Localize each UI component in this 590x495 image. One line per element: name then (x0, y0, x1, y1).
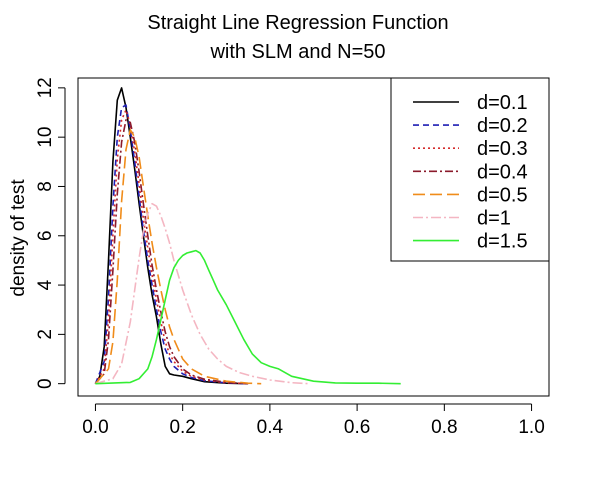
y-tick-label: 10 (35, 127, 56, 148)
series-line-4 (94, 119, 249, 385)
y-tick-label: 8 (35, 181, 56, 192)
x-tick-label: 0.6 (344, 417, 370, 438)
y-tick-label: 12 (35, 77, 56, 98)
legend-box (390, 77, 550, 262)
legend-label: d=0.5 (477, 184, 528, 206)
chart-title-line2: with SLM and N=50 (209, 41, 385, 63)
x-tick-label: 1.0 (518, 417, 544, 438)
series-line-3 (94, 109, 249, 385)
x-tick-label: 0.0 (82, 417, 108, 438)
y-axis-label: density of test (8, 179, 29, 297)
legend-label: d=0.3 (477, 138, 528, 160)
chart-title-line1: Straight Line Regression Function (147, 12, 448, 34)
series-line-1 (94, 87, 249, 385)
legend: d=0.1d=0.2d=0.3d=0.4d=0.5d=1d=1.5 (390, 77, 550, 262)
legend-label: d=1 (477, 208, 511, 230)
y-tick-label: 2 (35, 329, 56, 340)
series-line-6 (95, 202, 310, 385)
x-tick-label: 0.8 (431, 417, 457, 438)
series-layer (94, 87, 401, 385)
y-axis: 0 2 4 6 8 10 12 (35, 77, 66, 389)
series-line-5 (94, 129, 262, 385)
legend-label: d=0.1 (477, 92, 528, 114)
series-line-2 (94, 104, 249, 385)
x-axis: 0.0 0.2 0.4 0.6 0.8 1.0 (82, 403, 545, 438)
legend-label: d=0.2 (477, 115, 528, 137)
y-tick-label: 6 (35, 230, 56, 241)
y-tick-label: 0 (35, 378, 56, 389)
legend-label: d=0.4 (477, 161, 528, 183)
legend-label: d=1.5 (477, 231, 528, 253)
x-tick-label: 0.4 (257, 417, 284, 438)
series-line-7 (95, 249, 401, 385)
y-tick-label: 4 (35, 279, 56, 290)
x-tick-label: 0.2 (169, 417, 195, 438)
